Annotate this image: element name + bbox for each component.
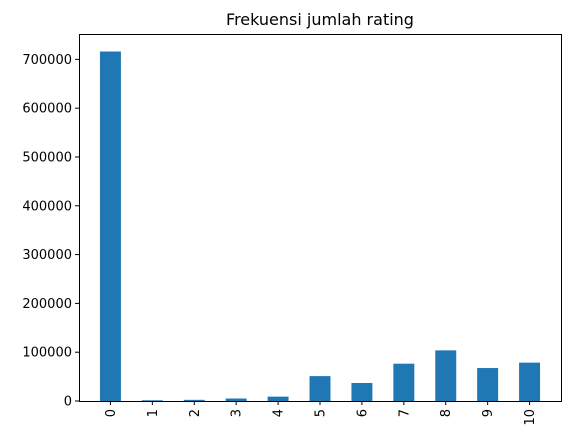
- y-axis: 0 100000 200000 300000 400000 500000 600000 700…: [22, 53, 79, 410]
- x-tick-label: 1: [146, 409, 161, 417]
- bar-4: [267, 396, 289, 401]
- bar-8: [435, 350, 457, 401]
- y-tick-label: 700000: [22, 53, 72, 68]
- x-tick-label: 6: [355, 409, 370, 417]
- y-tick-label: 100000: [22, 346, 72, 361]
- y-tick-label: 400000: [22, 199, 72, 214]
- bar-10: [519, 362, 541, 401]
- x-tick-label: 4: [272, 409, 287, 417]
- bar-2: [183, 399, 205, 401]
- plot-frame: [79, 34, 562, 402]
- y-tick-label: 600000: [22, 102, 72, 117]
- bar-3: [225, 398, 247, 401]
- x-axis: 0 1 2 3 4 5 6 7 8 9 10: [104, 401, 538, 426]
- bar-5: [309, 376, 331, 401]
- x-tick-label: 2: [188, 409, 203, 417]
- x-tick-label: 10: [523, 409, 538, 426]
- x-tick-label: 0: [104, 409, 119, 417]
- x-tick-label: 8: [439, 409, 454, 417]
- bar-9: [477, 368, 499, 401]
- y-tick-label: 300000: [22, 248, 72, 263]
- y-tick-label: 200000: [22, 297, 72, 312]
- chart-title: Frekuensi jumlah rating: [226, 10, 414, 29]
- x-tick-label: 5: [314, 409, 329, 417]
- bar-6: [351, 382, 373, 401]
- x-tick-label: 9: [481, 409, 496, 417]
- bar-7: [393, 363, 415, 401]
- x-tick-label: 3: [230, 409, 245, 417]
- bar-0: [99, 51, 121, 402]
- y-tick-label: 500000: [22, 150, 72, 165]
- bar-1: [141, 400, 163, 401]
- x-tick-label: 7: [397, 409, 412, 417]
- y-tick-label: 0: [64, 395, 72, 410]
- bars-group: [99, 51, 541, 402]
